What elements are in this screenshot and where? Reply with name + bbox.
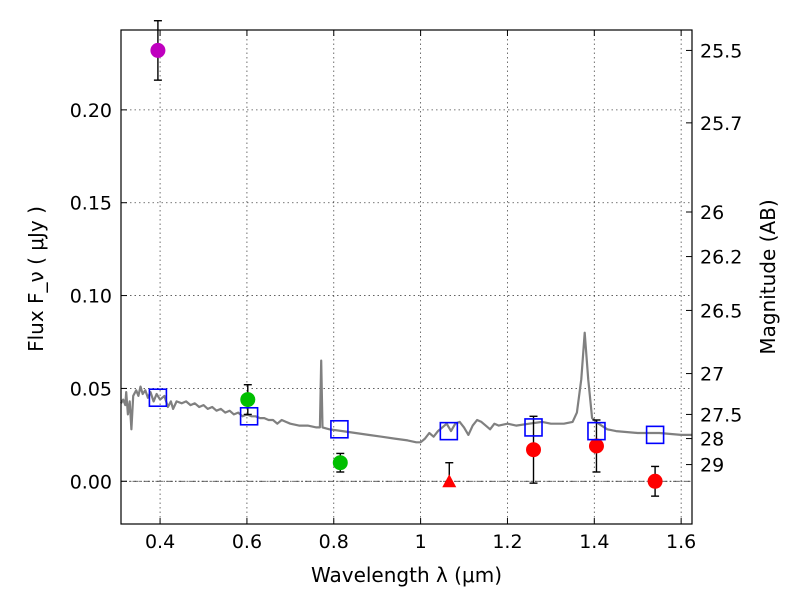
y-tick-label: 0.10 (70, 286, 112, 308)
observed-flux-point (588, 438, 604, 454)
y-tick-label: 0.15 (70, 193, 112, 215)
x-tick-label: 1 (415, 531, 427, 553)
data-points (148, 20, 665, 497)
model-spectrum-line (120, 331, 692, 444)
observed-flux-point (150, 42, 166, 58)
mag-tick-label: 26.2 (700, 247, 742, 269)
observed-flux-point (526, 442, 542, 458)
y-tick-label: 0.20 (70, 100, 112, 122)
model-photometry-point (645, 425, 665, 445)
observed-flux-point (240, 392, 256, 408)
x-tick-label: 1.4 (579, 531, 609, 553)
model-photometry-point (439, 421, 459, 441)
model-spectrum (120, 331, 692, 444)
grid (121, 30, 692, 524)
y-tick-label: 0.00 (70, 471, 112, 493)
y-axis-right-label: Magnitude (AB) (756, 199, 780, 354)
x-axis-label: Wavelength λ (μm) (311, 563, 502, 587)
observed-flux-point (647, 473, 663, 489)
model-photometry-point (330, 419, 349, 439)
mag-tick-label: 29 (700, 455, 724, 477)
observed-flux-point (332, 455, 348, 471)
x-tick-label: 0.6 (232, 531, 262, 553)
model-photometry-point (239, 406, 259, 426)
y-axis-label: Flux F_ν ( μJy ) (24, 206, 48, 352)
x-tick-label: 1.6 (666, 531, 696, 553)
mag-tick-label: 27 (700, 364, 724, 386)
axis-ticks: 0.4 0.6 0.8 1 1.2 1.4 1.6 0.00 0.05 0.10 0.15 0.20 2… (70, 30, 742, 553)
x-tick-label: 1.2 (492, 531, 522, 553)
plot-frame (120, 29, 693, 525)
mag-tick-label: 25.5 (700, 40, 742, 62)
mag-tick-label: 28 (700, 429, 724, 451)
model-photometry-point (148, 388, 168, 408)
mag-tick-label: 25.7 (700, 113, 742, 135)
model-photometry-point (524, 418, 543, 437)
y-tick-label: 0.05 (70, 378, 112, 400)
model-photometry-point (587, 421, 606, 441)
mag-tick-label: 27.5 (700, 404, 742, 426)
mag-tick-label: 26.5 (700, 300, 742, 322)
upper-limit-point (442, 474, 457, 488)
mag-tick-label: 26 (700, 202, 724, 224)
x-tick-label: 0.4 (145, 531, 175, 553)
x-tick-label: 0.8 (319, 531, 349, 553)
